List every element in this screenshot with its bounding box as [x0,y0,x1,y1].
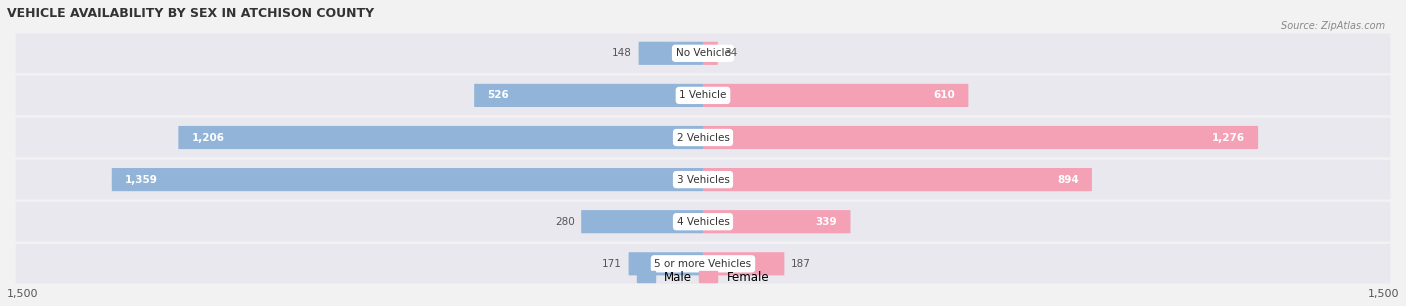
Text: 1,206: 1,206 [191,132,225,143]
Text: 1 Vehicle: 1 Vehicle [679,90,727,100]
FancyBboxPatch shape [15,34,1391,73]
Text: 2 Vehicles: 2 Vehicles [676,132,730,143]
Text: 1,276: 1,276 [1212,132,1246,143]
FancyBboxPatch shape [703,168,1092,191]
Text: VEHICLE AVAILABILITY BY SEX IN ATCHISON COUNTY: VEHICLE AVAILABILITY BY SEX IN ATCHISON … [7,7,374,20]
Text: 34: 34 [724,48,738,58]
FancyBboxPatch shape [628,252,703,275]
FancyBboxPatch shape [638,42,703,65]
FancyBboxPatch shape [15,160,1391,200]
Text: 280: 280 [555,217,575,227]
Text: 526: 526 [488,90,509,100]
FancyBboxPatch shape [703,42,718,65]
Text: 148: 148 [612,48,633,58]
FancyBboxPatch shape [474,84,703,107]
FancyBboxPatch shape [703,84,969,107]
FancyBboxPatch shape [15,118,1391,157]
Text: 1,500: 1,500 [1368,289,1399,299]
FancyBboxPatch shape [703,210,851,233]
Text: No Vehicle: No Vehicle [675,48,731,58]
Text: 339: 339 [815,217,838,227]
Text: 3 Vehicles: 3 Vehicles [676,175,730,185]
FancyBboxPatch shape [15,244,1391,284]
Text: 1,359: 1,359 [125,175,157,185]
Text: 4 Vehicles: 4 Vehicles [676,217,730,227]
FancyBboxPatch shape [703,252,785,275]
Text: 610: 610 [934,90,955,100]
FancyBboxPatch shape [581,210,703,233]
Legend: Male, Female: Male, Female [633,266,773,288]
Text: 171: 171 [602,259,621,269]
FancyBboxPatch shape [15,202,1391,241]
Text: 187: 187 [792,259,811,269]
Text: 894: 894 [1057,175,1078,185]
FancyBboxPatch shape [15,76,1391,115]
FancyBboxPatch shape [703,126,1258,149]
Text: 1,500: 1,500 [7,289,38,299]
Text: Source: ZipAtlas.com: Source: ZipAtlas.com [1281,21,1385,32]
FancyBboxPatch shape [112,168,703,191]
FancyBboxPatch shape [179,126,703,149]
Text: 5 or more Vehicles: 5 or more Vehicles [654,259,752,269]
